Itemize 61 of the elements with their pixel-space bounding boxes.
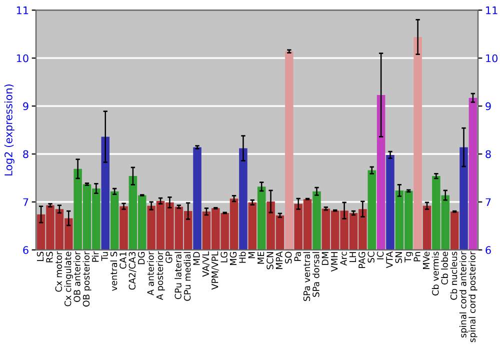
x-tick-label: OB posterior bbox=[82, 251, 92, 307]
x-tick-label: A anterior bbox=[147, 251, 154, 296]
x-tick-label: spinal cord anterior bbox=[459, 251, 468, 338]
x-tick-label: Cb vermis bbox=[432, 252, 439, 296]
x-tick-label: IC bbox=[376, 252, 384, 260]
x-tick-label: ME bbox=[258, 252, 264, 264]
y-tick-label: 8 bbox=[23, 150, 28, 158]
x-tick-label: SN bbox=[395, 252, 402, 263]
x-tick-label: OB anterior bbox=[74, 251, 80, 302]
x-tick-label: GP bbox=[166, 252, 172, 264]
x-tick-label: Cx motor bbox=[55, 251, 62, 292]
y-axis-title: Log2 (expression) bbox=[4, 84, 14, 176]
y2-tick-label: 9 bbox=[486, 102, 491, 110]
y2-tick-label: 10 bbox=[486, 54, 498, 62]
x-tick-label: SCN bbox=[266, 252, 274, 270]
x-tick-label: CA1 bbox=[120, 252, 126, 269]
x-tick-label: CPu medial bbox=[184, 252, 191, 301]
x-tick-label: DM bbox=[322, 252, 328, 265]
x-tick-label: Pa bbox=[294, 252, 301, 261]
x-tick-label: LS bbox=[36, 252, 44, 262]
x-tick-label: Cb nucleus bbox=[450, 252, 458, 300]
x-tick-label: SPa ventral bbox=[303, 252, 310, 301]
x-tick-label: VMH bbox=[331, 252, 338, 272]
x-tick-label: Hb bbox=[238, 252, 246, 263]
x-tick-label: LG bbox=[220, 252, 228, 262]
x-tick-label: SO bbox=[285, 252, 292, 264]
x-tick-label: MD bbox=[193, 252, 200, 265]
x-tick-label: MVe bbox=[422, 252, 430, 269]
y-tick-label: 9 bbox=[23, 102, 28, 110]
x-tick-label: Cx cingulate bbox=[64, 252, 73, 306]
x-tick-label: CA2/CA3 bbox=[128, 252, 136, 290]
y2-tick-label: 7 bbox=[486, 198, 491, 206]
x-tick-label: ventral S bbox=[110, 252, 118, 291]
y2-tick-label: 11 bbox=[486, 6, 498, 14]
x-tick-label: SPa dorsal bbox=[312, 252, 320, 297]
x-tick-label: DG bbox=[138, 252, 145, 264]
x-tick-label: PAG bbox=[358, 252, 366, 268]
x-tick-label: VPM/VPL bbox=[212, 251, 219, 290]
y-tick-label: 7 bbox=[23, 198, 28, 206]
x-tick-label: VTA bbox=[386, 251, 393, 268]
x-tick-label: Cb lobe bbox=[441, 252, 448, 284]
x-tick-label: spinal cord posterior bbox=[468, 251, 478, 342]
y-tick-label: 6 bbox=[23, 246, 28, 254]
x-tick-label: Tg bbox=[404, 252, 413, 262]
x-tick-label: M bbox=[248, 252, 255, 258]
x-tick-label: SC bbox=[368, 252, 374, 263]
y-tick-label: 10 bbox=[16, 54, 28, 62]
x-tick-label: Arc bbox=[340, 252, 347, 266]
x-tick-label: CPu lateral bbox=[174, 252, 182, 300]
x-tick-label: RS bbox=[46, 252, 53, 262]
x-tick-label: Pir bbox=[92, 251, 99, 262]
x-tick-label: VA/VL bbox=[202, 251, 210, 277]
y2-tick-label: 6 bbox=[486, 246, 491, 254]
y2-tick-label: 8 bbox=[486, 150, 491, 158]
x-tick-label: MG bbox=[230, 252, 237, 265]
x-tick-label: LH bbox=[349, 252, 356, 262]
x-tick-label: MPA bbox=[276, 251, 282, 269]
x-tick-label: Tu bbox=[101, 252, 108, 262]
x-tick-label: Pn bbox=[414, 252, 420, 262]
y-tick-label: 11 bbox=[16, 6, 28, 14]
x-tick-label: A posterior bbox=[156, 251, 165, 300]
